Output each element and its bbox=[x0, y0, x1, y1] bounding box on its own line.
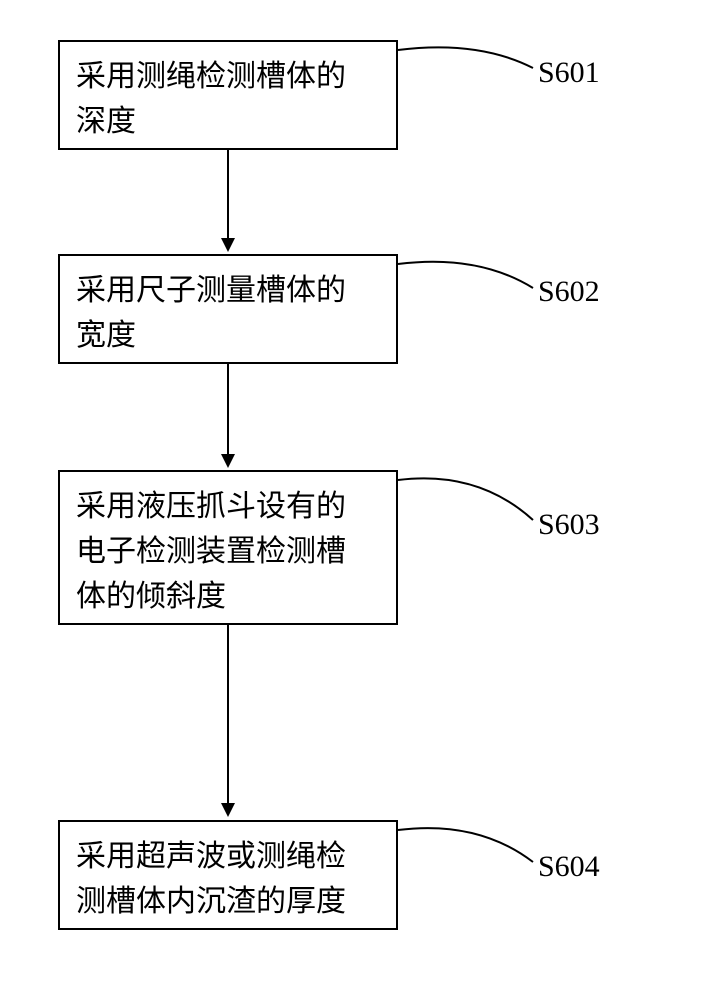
step-label-s602: S602 bbox=[538, 275, 600, 309]
step-text-line: 体的倾斜度 bbox=[76, 574, 380, 619]
arrowhead-3 bbox=[221, 803, 235, 817]
step-text-line: 测槽体内沉渣的厚度 bbox=[76, 879, 380, 924]
flowchart-container: 采用测绳检测槽体的 深度 S601 采用尺子测量槽体的 宽度 S602 采用液压… bbox=[0, 0, 724, 40]
label-connector-s601 bbox=[398, 40, 538, 100]
arrow-2 bbox=[227, 364, 229, 456]
step-box-s603: 采用液压抓斗设有的 电子检测装置检测槽 体的倾斜度 bbox=[58, 470, 398, 625]
label-connector-s604 bbox=[398, 820, 538, 890]
step-label-s601: S601 bbox=[538, 56, 600, 90]
step-text-line: 采用测绳检测槽体的 bbox=[76, 54, 380, 99]
step-box-s604: 采用超声波或测绳检 测槽体内沉渣的厚度 bbox=[58, 820, 398, 930]
label-connector-s602 bbox=[398, 254, 538, 314]
step-text-line: 采用液压抓斗设有的 bbox=[76, 484, 380, 529]
step-text-line: 深度 bbox=[76, 99, 380, 144]
arrow-3 bbox=[227, 625, 229, 805]
arrow-1 bbox=[227, 150, 229, 240]
step-text-line: 电子检测装置检测槽 bbox=[76, 529, 380, 574]
step-text-line: 采用尺子测量槽体的 bbox=[76, 268, 380, 313]
arrowhead-2 bbox=[221, 454, 235, 468]
step-text-line: 宽度 bbox=[76, 313, 380, 358]
step-box-s601: 采用测绳检测槽体的 深度 bbox=[58, 40, 398, 150]
step-label-s604: S604 bbox=[538, 850, 600, 884]
label-connector-s603 bbox=[398, 470, 538, 550]
step-text-line: 采用超声波或测绳检 bbox=[76, 834, 380, 879]
step-box-s602: 采用尺子测量槽体的 宽度 bbox=[58, 254, 398, 364]
arrowhead-1 bbox=[221, 238, 235, 252]
step-label-s603: S603 bbox=[538, 508, 600, 542]
